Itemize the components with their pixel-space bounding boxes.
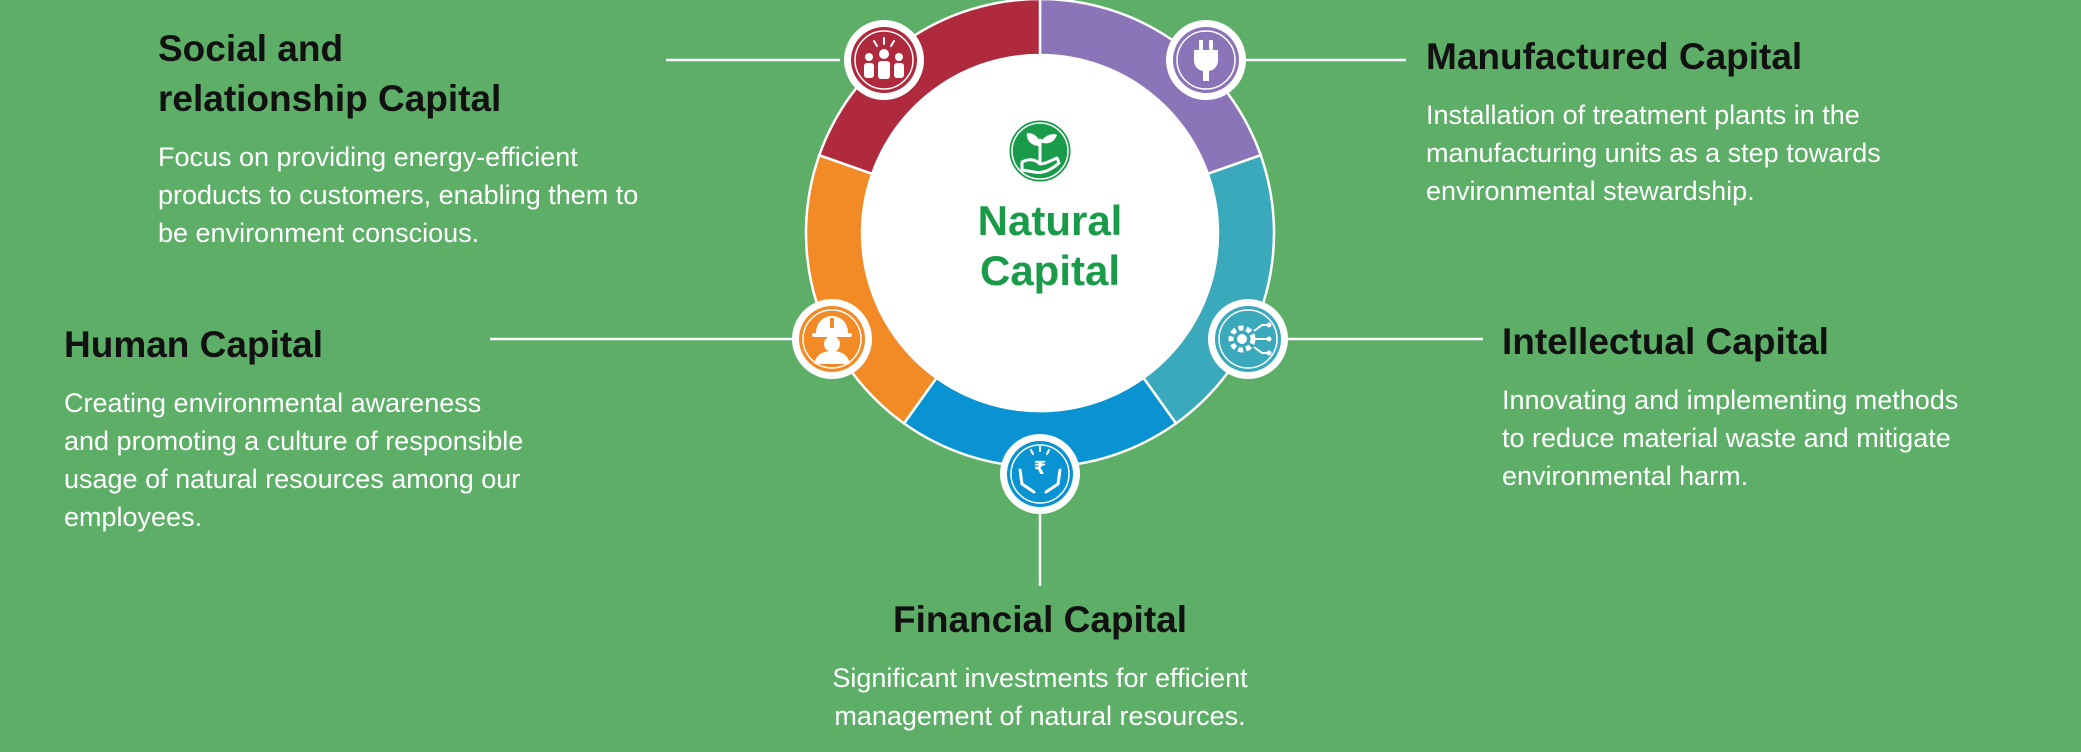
human-capital-line: and promoting a culture of responsible: [64, 426, 524, 456]
power-plug-icon: [1166, 20, 1246, 100]
social-capital-title: Social and relationship Capital: [158, 24, 718, 124]
people-group-icon: [844, 20, 924, 100]
social-capital-line: Focus on providing energy-efficient: [158, 142, 578, 172]
center-title-line1: Natural: [977, 197, 1123, 244]
intellectual-capital-block: Intellectual Capital Innovating and impl…: [1502, 317, 2072, 495]
social-capital-title-line2: relationship Capital: [158, 78, 502, 119]
worker-helmet-icon: [792, 299, 872, 379]
manufactured-capital-description: Installation of treatment plants in the …: [1426, 96, 2006, 210]
social-capital-line: products to customers, enabling them to: [158, 180, 639, 210]
human-capital-line: usage of natural resources among our: [64, 464, 521, 494]
gear-circuit-icon: [1208, 299, 1288, 379]
center-title-line2: Capital: [979, 247, 1121, 294]
intellectual-capital-description: Innovating and implementing methods to r…: [1502, 381, 2072, 495]
human-capital-title: Human Capital: [64, 324, 324, 365]
financial-capital-block: Financial Capital Significant investment…: [740, 595, 1340, 735]
social-capital-title-line1: Social and: [158, 28, 344, 69]
plant-in-hand-icon: [1006, 117, 1074, 185]
manufactured-capital-line: environmental stewardship.: [1426, 176, 1755, 206]
human-capital-line: Creating environmental awareness: [64, 388, 482, 418]
manufactured-capital-block: Manufactured Capital Installation of tre…: [1426, 32, 2006, 210]
capitals-ring: [804, 0, 1276, 469]
human-capital-line: employees.: [64, 502, 203, 532]
financial-capital-line: Significant investments for efficient: [832, 663, 1248, 693]
svg-text:₹: ₹: [1034, 458, 1047, 479]
intellectual-capital-line: Innovating and implementing methods: [1502, 385, 1959, 415]
center-disc: [862, 55, 1218, 411]
social-capital-description: Focus on providing energy-efficient prod…: [158, 138, 718, 252]
social-capital-line: be environment conscious.: [158, 218, 480, 248]
human-capital-block: Human Capital Creating environmental awa…: [64, 320, 624, 536]
financial-capital-line: management of natural resources.: [834, 701, 1246, 731]
financial-capital-description: Significant investments for efficient ma…: [740, 659, 1340, 735]
human-capital-description: Creating environmental awareness and pro…: [64, 384, 624, 536]
financial-capital-title: Financial Capital: [892, 599, 1187, 640]
center-title: Natural Capital: [900, 196, 1200, 296]
rupee-hands-icon: ₹: [1000, 434, 1080, 514]
manufactured-capital-line: Installation of treatment plants in the: [1426, 100, 1860, 130]
manufactured-capital-line: manufacturing units as a step towards: [1426, 138, 1881, 168]
social-capital-block: Social and relationship Capital Focus on…: [158, 24, 718, 252]
intellectual-capital-title: Intellectual Capital: [1502, 321, 1829, 362]
manufactured-capital-title: Manufactured Capital: [1426, 36, 1803, 77]
intellectual-capital-line: environmental harm.: [1502, 461, 1749, 491]
intellectual-capital-line: to reduce material waste and mitigate: [1502, 423, 1951, 453]
